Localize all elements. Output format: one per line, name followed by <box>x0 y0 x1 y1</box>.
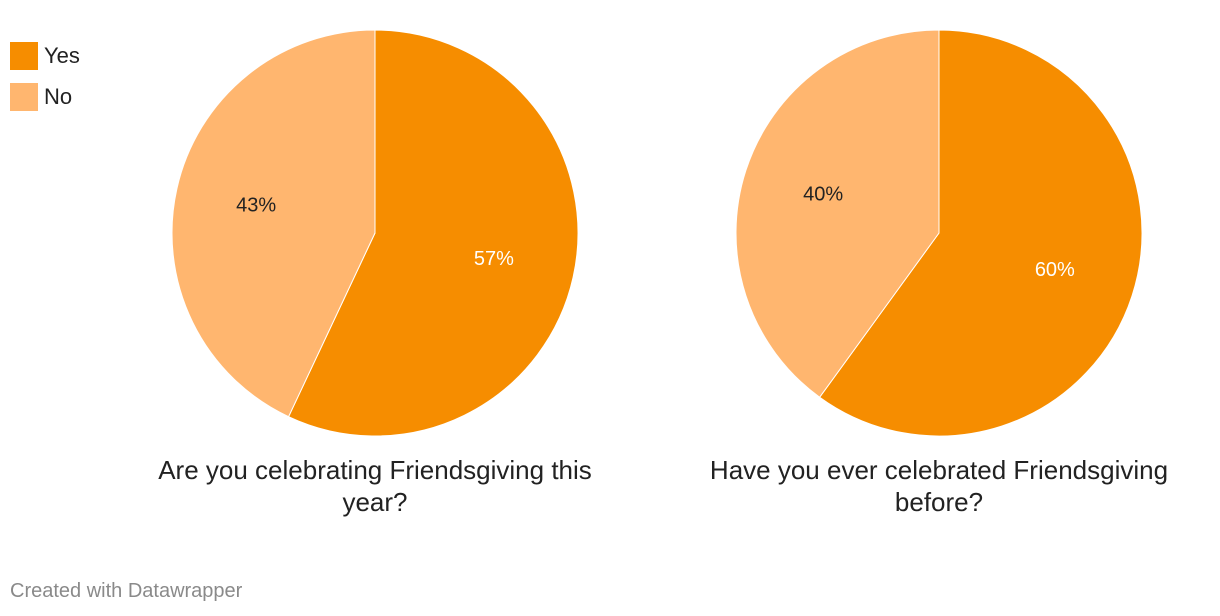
legend-label: Yes <box>44 43 80 68</box>
slice-label: 57% <box>474 248 514 270</box>
slice-label: 40% <box>803 184 843 206</box>
legend-label: No <box>44 84 72 109</box>
legend-swatch <box>10 42 38 70</box>
chart-title: Are you celebrating Friendsgiving this y… <box>158 455 592 517</box>
pie-slice <box>287 29 579 437</box>
pie-slice <box>818 29 1143 437</box>
pie-slice <box>735 29 940 398</box>
slice-label: 60% <box>1035 259 1075 281</box>
pie-slice <box>171 29 376 418</box>
legend-swatch <box>10 83 38 111</box>
chart-title: Have you ever celebrated Friendsgiving b… <box>709 455 1169 517</box>
footer: Created with Datawrapper <box>10 580 243 602</box>
slice-label: 43% <box>236 195 276 217</box>
